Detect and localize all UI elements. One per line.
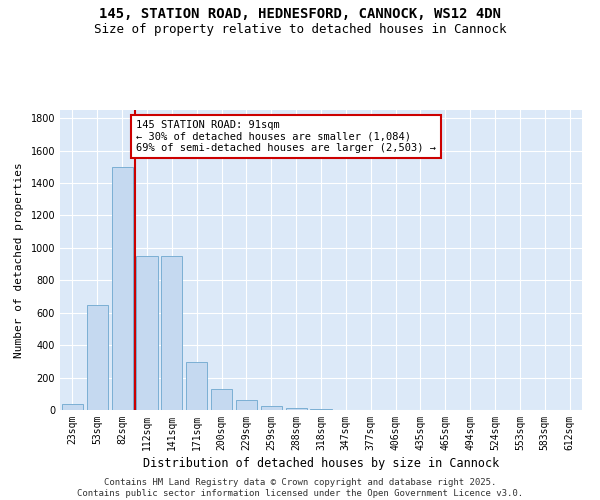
Bar	[62, 404, 83, 410]
Text: 145, STATION ROAD, HEDNESFORD, CANNOCK, WS12 4DN: 145, STATION ROAD, HEDNESFORD, CANNOCK, …	[99, 8, 501, 22]
X-axis label: Distribution of detached houses by size in Cannock: Distribution of detached houses by size …	[143, 457, 499, 470]
Y-axis label: Number of detached properties: Number of detached properties	[14, 162, 23, 358]
Text: Size of property relative to detached houses in Cannock: Size of property relative to detached ho…	[94, 22, 506, 36]
Text: Contains HM Land Registry data © Crown copyright and database right 2025.
Contai: Contains HM Land Registry data © Crown c…	[77, 478, 523, 498]
Text: 145 STATION ROAD: 91sqm
← 30% of detached houses are smaller (1,084)
69% of semi: 145 STATION ROAD: 91sqm ← 30% of detache…	[136, 120, 436, 153]
Bar	[211, 389, 232, 410]
Bar	[186, 362, 207, 410]
Bar	[112, 167, 133, 410]
Bar	[261, 406, 282, 410]
Bar	[236, 400, 257, 410]
Bar	[161, 256, 182, 410]
Bar	[87, 304, 108, 410]
Bar	[136, 256, 158, 410]
Bar	[310, 409, 332, 410]
Bar	[286, 408, 307, 410]
